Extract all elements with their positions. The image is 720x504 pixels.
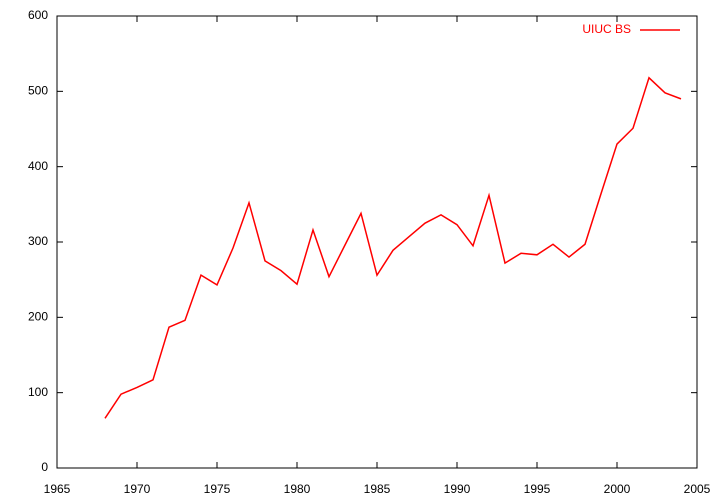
- x-tick-label: 1965: [44, 482, 71, 496]
- x-tick-label: 2005: [684, 482, 711, 496]
- x-tick-label: 1980: [284, 482, 311, 496]
- y-tick-label: 200: [28, 310, 48, 324]
- plot-frame: [56, 15, 698, 469]
- x-tick-label: 1975: [204, 482, 231, 496]
- y-tick-label: 400: [28, 159, 48, 173]
- legend-label: UIUC BS: [582, 22, 631, 36]
- x-tick-label: 2000: [604, 482, 631, 496]
- x-tick-label: 1970: [124, 482, 151, 496]
- x-tick-label: 1990: [444, 482, 471, 496]
- y-tick-label: 500: [28, 84, 48, 98]
- y-tick-label: 600: [28, 8, 48, 22]
- y-tick-label: 0: [41, 460, 48, 474]
- y-tick-label: 100: [28, 385, 48, 399]
- x-tick-label: 1995: [524, 482, 551, 496]
- series-line: [104, 76, 682, 419]
- x-tick-label: 1985: [364, 482, 391, 496]
- y-tick-label: 300: [28, 234, 48, 248]
